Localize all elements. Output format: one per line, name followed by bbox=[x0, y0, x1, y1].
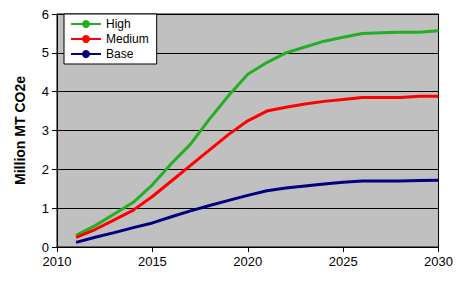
svg-text:Medium: Medium bbox=[106, 32, 149, 46]
svg-text:2030: 2030 bbox=[424, 254, 453, 269]
svg-text:High: High bbox=[106, 17, 131, 31]
svg-text:2020: 2020 bbox=[233, 254, 262, 269]
svg-text:3: 3 bbox=[42, 123, 49, 138]
svg-text:6: 6 bbox=[42, 7, 49, 22]
svg-text:2025: 2025 bbox=[329, 254, 358, 269]
svg-text:5: 5 bbox=[42, 45, 49, 60]
svg-text:2015: 2015 bbox=[138, 254, 167, 269]
svg-text:Base: Base bbox=[106, 47, 134, 61]
svg-text:2010: 2010 bbox=[43, 254, 72, 269]
svg-text:1: 1 bbox=[42, 201, 49, 216]
svg-text:2: 2 bbox=[42, 162, 49, 177]
svg-text:0: 0 bbox=[42, 240, 49, 255]
svg-text:4: 4 bbox=[42, 84, 49, 99]
svg-text:Million MT CO2e: Million MT CO2e bbox=[12, 76, 28, 185]
